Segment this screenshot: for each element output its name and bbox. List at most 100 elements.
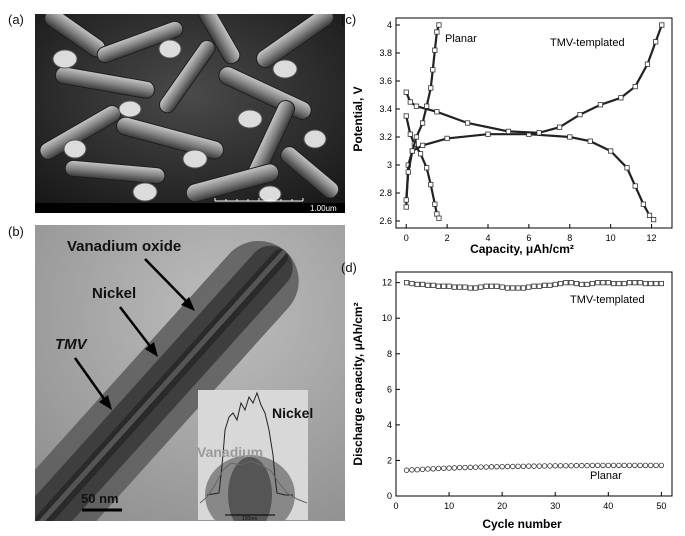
- data-point: [542, 282, 548, 288]
- data-point: [488, 283, 495, 289]
- data-point: [584, 281, 590, 288]
- data-point: [541, 463, 548, 469]
- data-point: [419, 466, 426, 473]
- annotation-tmv-templated: TMV-templated: [550, 37, 625, 49]
- panel-c-label: (c): [341, 12, 357, 27]
- data-point: [515, 463, 521, 470]
- data-point: [436, 215, 442, 221]
- data-point: [435, 283, 442, 289]
- data-point: [473, 285, 479, 291]
- data-point: [434, 109, 440, 115]
- y-tick-label: 3.8: [379, 48, 392, 58]
- y-tick-label: 4: [387, 420, 392, 430]
- series-line-tmv-templated: [405, 133, 655, 221]
- plot-frame: [395, 17, 673, 229]
- panel-a-label: (a): [8, 12, 24, 27]
- data-point: [515, 285, 521, 291]
- data-point: [510, 285, 516, 291]
- annotation-planar: Planar: [445, 33, 477, 45]
- data-point: [653, 39, 659, 45]
- data-point: [414, 466, 420, 473]
- data-point: [536, 283, 542, 289]
- y-tick-label: 10: [382, 313, 392, 323]
- data-point: [441, 465, 447, 471]
- data-point: [494, 283, 500, 289]
- data-point: [435, 465, 442, 472]
- data-point: [632, 280, 638, 286]
- inset-label-nickel: Nickel: [272, 405, 313, 421]
- data-point: [478, 464, 484, 470]
- data-point: [430, 67, 436, 73]
- data-point: [430, 282, 436, 288]
- y-tick-label: 2.6: [379, 216, 392, 226]
- data-point: [428, 85, 434, 91]
- data-point: [552, 281, 558, 288]
- data-point: [597, 102, 604, 108]
- chart-d-xlabel: Cycle number: [482, 517, 562, 531]
- x-tick-label: 10: [444, 501, 454, 511]
- sem-scalebar: [214, 198, 304, 202]
- data-point: [444, 135, 450, 141]
- data-point: [536, 463, 543, 469]
- x-tick-label: 40: [603, 501, 613, 511]
- data-point: [409, 280, 415, 287]
- data-point: [611, 280, 617, 287]
- data-point: [483, 464, 489, 470]
- data-point: [632, 183, 638, 189]
- data-point: [626, 462, 633, 469]
- x-tick-label: 20: [497, 501, 507, 511]
- chart-c-ylabel: Potential, V: [351, 86, 365, 151]
- data-point: [404, 280, 410, 286]
- data-point: [467, 464, 474, 471]
- data-point: [594, 462, 601, 469]
- inset-scalebar-label: 100nm: [242, 516, 257, 521]
- data-point: [485, 131, 491, 137]
- data-point: [563, 463, 569, 469]
- data-point: [600, 280, 606, 286]
- data-point: [441, 283, 447, 289]
- data-point: [462, 284, 468, 290]
- data-point: [632, 462, 638, 469]
- data-point: [610, 462, 617, 469]
- data-point: [650, 216, 657, 223]
- data-point: [563, 280, 569, 286]
- data-point: [499, 463, 505, 470]
- data-point: [403, 197, 409, 203]
- data-point: [637, 462, 643, 469]
- y-tick-label: 3: [387, 160, 392, 170]
- data-point: [577, 112, 583, 118]
- panel-b-label: (b): [8, 224, 24, 239]
- data-point: [557, 280, 564, 287]
- data-point: [648, 462, 654, 469]
- data-point: [595, 280, 601, 286]
- y-tick-label: 12: [382, 278, 392, 288]
- x-tick-label: 12: [647, 233, 657, 243]
- chart-c-xlabel: Capacity, μAh/cm²: [470, 242, 574, 256]
- tem-inset: 100nm Nickel Vanadium: [197, 390, 313, 521]
- tem-scalebar-label: 50 nm: [81, 491, 119, 506]
- data-point: [567, 134, 573, 140]
- data-point: [525, 463, 532, 469]
- panel-d-label: (d): [341, 260, 357, 275]
- y-tick-label: 6: [387, 384, 392, 394]
- data-point: [579, 281, 585, 288]
- chart-d-ylabel: Discharge capacity, μAh/cm²: [351, 302, 365, 465]
- data-point: [568, 280, 574, 286]
- y-tick-label: 3.6: [379, 76, 392, 86]
- y-tick-label: 2.8: [379, 188, 392, 198]
- data-point: [621, 462, 627, 469]
- label-tmv: TMV: [55, 336, 89, 353]
- data-point: [504, 463, 511, 470]
- data-point: [419, 142, 426, 148]
- data-point: [624, 165, 630, 171]
- x-tick-label: 0: [404, 233, 409, 243]
- data-point: [409, 148, 415, 154]
- data-point: [478, 284, 484, 290]
- data-point: [499, 284, 505, 290]
- label-nickel: Nickel: [92, 285, 136, 302]
- data-point: [425, 282, 431, 288]
- data-point: [504, 285, 511, 291]
- inset-label-vanadium: Vanadium: [197, 444, 263, 460]
- data-point: [621, 280, 627, 287]
- data-point: [413, 134, 420, 140]
